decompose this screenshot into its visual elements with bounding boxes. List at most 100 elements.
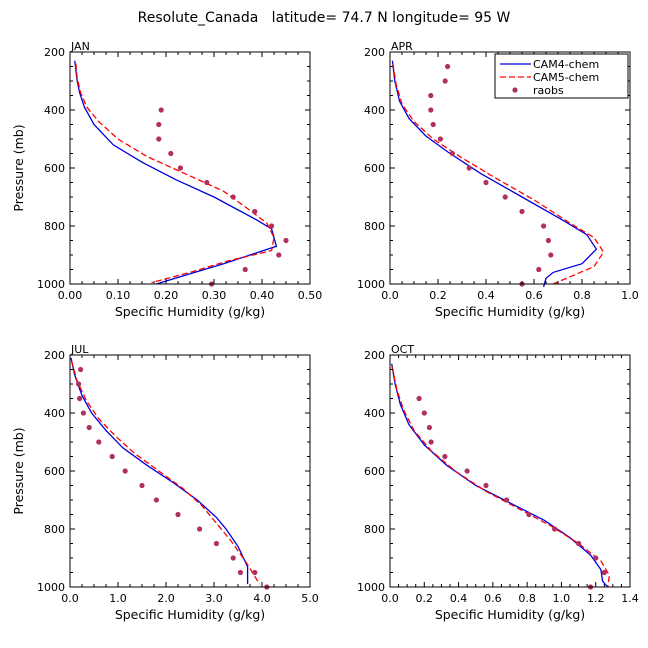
panel-label: JAN [70, 40, 90, 53]
raobs-point [237, 569, 243, 576]
raobs-point [483, 179, 489, 186]
raobs-point [466, 165, 472, 171]
raobs-point [197, 526, 203, 532]
x-tick-label: 0.20 [154, 289, 179, 302]
raobs-point [276, 252, 282, 258]
raobs-point [437, 136, 443, 142]
panel-label: JUL [70, 343, 89, 356]
raobs-point [109, 453, 115, 460]
y-axis-label: Pressure (mb) [11, 427, 26, 514]
panels: 0.00 0.10 0.20 0.30 0.40 0.50 200 400 600 800 1000… [11, 40, 639, 622]
raobs-point [416, 395, 422, 402]
y-tick-label: 400 [364, 407, 385, 420]
raobs-point [269, 223, 275, 229]
raobs-point [519, 208, 525, 215]
raobs-point [80, 410, 86, 416]
cam4-chem-line [70, 357, 249, 585]
raobs-point [576, 540, 582, 547]
x-tick-label: 0.50 [298, 289, 323, 302]
y-tick-label: 200 [364, 349, 385, 362]
x-tick-label: 0.6 [484, 592, 502, 605]
raobs-point [77, 395, 83, 402]
raobs-point [426, 424, 432, 431]
legend-cam4-chem-label: CAM4-chem [533, 58, 599, 71]
raobs-point [428, 107, 434, 113]
plot-frame [389, 354, 631, 588]
x-tick-label: 0.2 [429, 289, 447, 302]
raobs-point [545, 237, 552, 244]
raobs-point [526, 511, 532, 518]
x-tick-label: 0.0 [61, 592, 79, 605]
panel-label: OCT [391, 343, 414, 356]
x-axis-label: Specific Humidity (g/kg) [435, 304, 585, 319]
cam4-chem-line [391, 363, 609, 588]
y-tick-label: 600 [364, 162, 385, 175]
cam5-chem-line [391, 366, 611, 588]
legend-cam5-chem-label: CAM5-chem [533, 71, 599, 84]
x-axis-label: Specific Humidity (g/kg) [435, 607, 585, 622]
raobs-point [536, 266, 542, 273]
raobs-point [428, 439, 434, 445]
x-tick-label: 0.00 [58, 289, 83, 302]
y-tick-label: 1000 [37, 278, 65, 291]
x-tick-label: 1.0 [553, 592, 571, 605]
y-tick-label: 200 [44, 46, 65, 59]
y-tick-label: 400 [44, 104, 65, 117]
y-tick-label: 1000 [357, 278, 385, 291]
y-tick-label: 800 [364, 523, 385, 536]
raobs-point [593, 555, 599, 561]
y-tick-label: 800 [364, 220, 385, 233]
x-tick-label: 1.0 [621, 289, 639, 302]
y-tick-label: 600 [364, 465, 385, 478]
raobs-point [430, 121, 436, 128]
raobs-point [156, 136, 162, 142]
raobs-point [96, 439, 102, 445]
raobs-point [156, 121, 162, 128]
raobs-point [252, 208, 258, 215]
x-axis-label: Specific Humidity (g/kg) [115, 304, 265, 319]
raobs-point [445, 63, 451, 70]
raobs-point [252, 569, 258, 576]
cam4-chem-line [74, 60, 278, 285]
x-tick-label: 0.8 [518, 592, 536, 605]
panel-jan: 0.00 0.10 0.20 0.30 0.40 0.50 200 400 600 800 1000… [11, 40, 322, 319]
raobs-point [601, 569, 607, 576]
x-tick-label: 0.4 [477, 289, 495, 302]
y-axis-label: Pressure (mb) [11, 124, 26, 211]
cam4-chem-line [391, 60, 598, 288]
legend-raobs-marker [512, 87, 518, 93]
raobs-point [483, 482, 489, 489]
raobs-point [168, 150, 174, 157]
y-tick-label: 800 [44, 220, 65, 233]
raobs-point [158, 107, 164, 113]
x-tick-label: 0.30 [202, 289, 227, 302]
raobs-point [442, 78, 448, 84]
cam5-chem-line [75, 63, 275, 284]
raobs-point [283, 237, 289, 244]
x-tick-label: 0.8 [573, 289, 591, 302]
y-tick-label: 400 [44, 407, 65, 420]
x-tick-label: 2.0 [157, 592, 175, 605]
x-tick-label: 0.40 [250, 289, 275, 302]
cam5-chem-line [392, 63, 605, 285]
panel-oct: 0.0 0.2 0.4 0.6 0.8 1.0 1.2 1.4 200 400 600 800 1000… [357, 343, 639, 622]
raobs-point [230, 194, 236, 200]
raobs-point [421, 410, 427, 416]
x-tick-label: 0.6 [525, 289, 543, 302]
raobs-point [449, 150, 455, 157]
raobs-point [153, 497, 159, 503]
x-tick-label: 1.0 [109, 592, 127, 605]
legend-raobs-label: raobs [533, 84, 564, 97]
x-tick-label: 4.0 [253, 592, 271, 605]
raobs-point [177, 165, 183, 171]
y-tick-label: 200 [364, 46, 385, 59]
panel-jul: 0.0 1.0 2.0 3.0 4.0 5.0 200 400 600 800 1000 JUL Spe… [11, 343, 319, 622]
y-tick-label: 400 [364, 104, 385, 117]
x-tick-label: 0.0 [381, 289, 399, 302]
x-tick-label: 0.0 [381, 592, 399, 605]
panel-label: APR [391, 40, 413, 53]
raobs-point [541, 223, 547, 229]
raobs-point [230, 555, 236, 561]
raobs-point [552, 526, 558, 532]
